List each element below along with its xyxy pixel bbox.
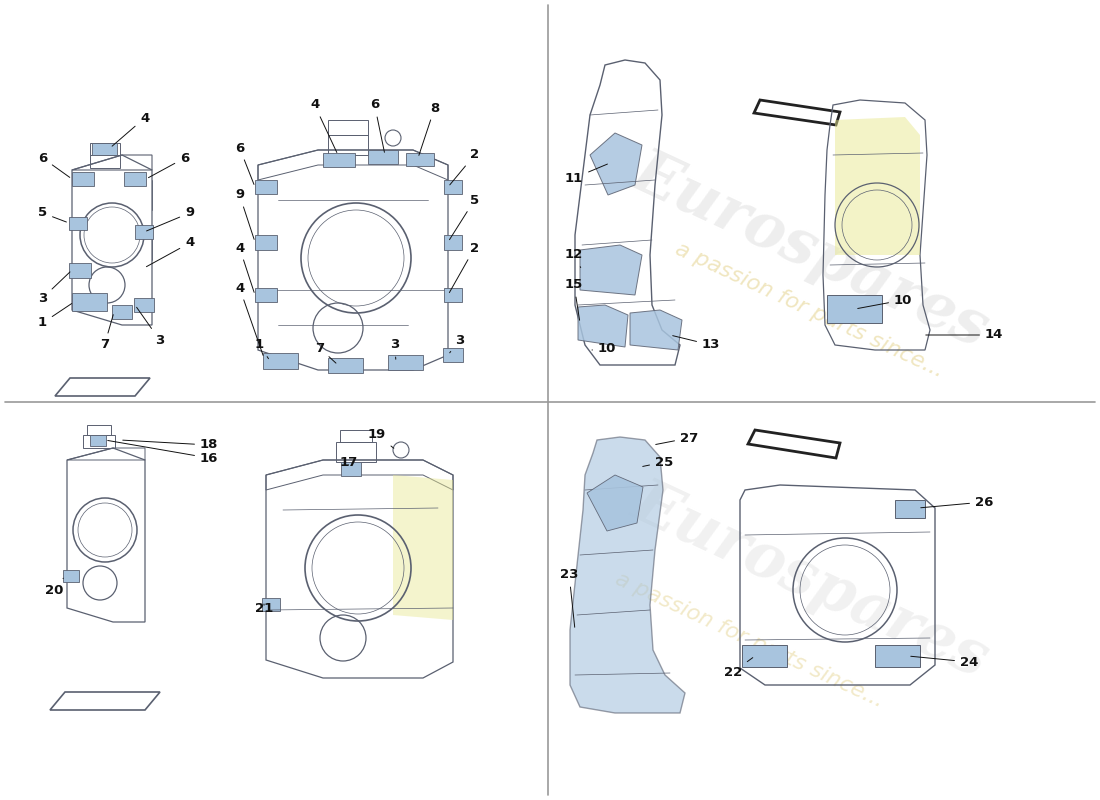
Bar: [323, 153, 355, 167]
Text: 13: 13: [673, 336, 720, 351]
Text: 3: 3: [450, 334, 464, 353]
Text: 16: 16: [108, 441, 219, 465]
Polygon shape: [50, 692, 160, 710]
Bar: [263, 353, 298, 369]
Text: 1: 1: [39, 303, 72, 330]
Polygon shape: [578, 305, 628, 347]
Bar: [69, 217, 87, 230]
Bar: [742, 645, 786, 667]
Text: 2: 2: [450, 149, 480, 185]
Text: 15: 15: [565, 278, 583, 320]
Text: 6: 6: [39, 151, 69, 178]
Text: 3: 3: [136, 307, 164, 346]
Text: 5: 5: [450, 194, 480, 240]
Text: Eurospares: Eurospares: [623, 471, 998, 689]
Polygon shape: [587, 475, 643, 531]
Text: 7: 7: [315, 342, 336, 363]
Polygon shape: [393, 475, 453, 620]
Text: 3: 3: [39, 272, 70, 305]
Bar: [406, 153, 434, 166]
Text: 3: 3: [390, 338, 399, 359]
Bar: [895, 500, 925, 518]
Text: 1: 1: [255, 338, 268, 358]
Text: 19: 19: [368, 429, 394, 448]
Text: 10: 10: [592, 342, 616, 354]
Text: 6: 6: [370, 98, 384, 152]
Text: 4: 4: [112, 111, 150, 146]
Text: 4: 4: [146, 237, 195, 266]
Bar: [328, 358, 363, 373]
Polygon shape: [570, 437, 685, 713]
Text: a passion for parts since...: a passion for parts since...: [672, 238, 947, 382]
Polygon shape: [835, 117, 920, 255]
Bar: [92, 143, 117, 155]
Bar: [341, 462, 361, 476]
Text: 9: 9: [235, 189, 254, 239]
Text: 26: 26: [921, 495, 993, 509]
Text: 2: 2: [450, 242, 480, 293]
Polygon shape: [580, 245, 642, 295]
Bar: [255, 235, 277, 250]
Text: 12: 12: [565, 249, 583, 267]
Bar: [72, 293, 107, 311]
Text: 17: 17: [340, 455, 359, 469]
Text: 4: 4: [235, 242, 254, 292]
Text: 20: 20: [45, 578, 64, 597]
Text: 9: 9: [146, 206, 194, 231]
Text: 25: 25: [642, 455, 673, 469]
Polygon shape: [630, 310, 682, 350]
Bar: [255, 288, 277, 302]
Bar: [124, 172, 146, 186]
Text: 7: 7: [100, 314, 113, 351]
Bar: [444, 288, 462, 302]
Bar: [444, 180, 462, 194]
Bar: [827, 295, 882, 323]
Text: 10: 10: [858, 294, 912, 309]
Text: 23: 23: [560, 569, 579, 627]
Text: 6: 6: [148, 151, 189, 178]
Bar: [69, 263, 91, 278]
Text: 22: 22: [724, 658, 752, 678]
Text: 4: 4: [310, 98, 337, 153]
Bar: [262, 598, 280, 611]
Polygon shape: [590, 133, 642, 195]
Text: 4: 4: [235, 282, 263, 355]
Text: 24: 24: [911, 655, 978, 669]
Bar: [874, 645, 920, 667]
Bar: [255, 180, 277, 194]
Text: 5: 5: [39, 206, 66, 222]
Text: 6: 6: [235, 142, 254, 185]
Bar: [112, 305, 132, 319]
Polygon shape: [55, 378, 150, 396]
Bar: [388, 355, 424, 370]
Bar: [63, 570, 79, 582]
Text: Eurospares: Eurospares: [623, 141, 998, 359]
Text: 18: 18: [123, 438, 219, 451]
Text: 27: 27: [656, 431, 699, 445]
Bar: [134, 298, 154, 312]
Text: 14: 14: [926, 329, 1003, 342]
Text: 21: 21: [255, 602, 273, 614]
Bar: [72, 172, 94, 186]
Bar: [135, 225, 153, 239]
Text: 11: 11: [565, 164, 607, 185]
Bar: [443, 348, 463, 362]
Bar: [444, 235, 462, 250]
Text: 8: 8: [419, 102, 439, 155]
Text: a passion for parts since...: a passion for parts since...: [613, 569, 888, 711]
Bar: [368, 150, 398, 164]
Bar: [90, 435, 106, 446]
